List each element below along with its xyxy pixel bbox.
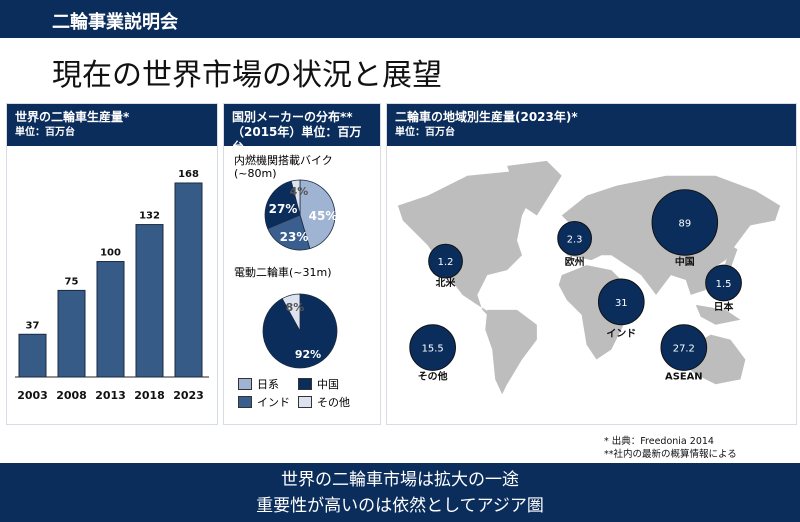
legend-item-中国: 中国 <box>298 376 339 392</box>
makers-panel: 国別メーカーの分布** （2015年）単位：百万台 内燃機関搭載バイク (~80m… <box>223 103 381 425</box>
pie-slice-日系 <box>299 179 336 250</box>
legend-swatch <box>238 396 252 408</box>
legend-swatch <box>238 378 252 390</box>
pie-value-label: 92% <box>295 348 321 361</box>
bar-value-label: 37 <box>26 320 40 331</box>
makers-subtitle: （2015年）単位：百万台 <box>232 125 362 154</box>
region-label: 欧州 <box>565 255 585 268</box>
region-title: 二輪車の地域別生産量(2023年)* <box>395 110 578 124</box>
bar-value-label: 100 <box>100 248 121 259</box>
conclusion-banner: 世界の二輪車市場は拡大の一途 重要性が高いのは依然としてアジア圏 <box>0 463 800 522</box>
bubble-value: 89 <box>679 218 692 229</box>
pie-slice-その他 <box>290 179 301 216</box>
legend-label: 日系 <box>257 378 279 391</box>
bubble-ASEAN <box>660 324 708 371</box>
bubble-日本 <box>705 264 742 302</box>
pie-value-label: 45% <box>309 209 338 223</box>
bar-2013 <box>96 261 125 378</box>
x-tick-label: 2008 <box>56 389 87 402</box>
pie-slice-インド <box>267 214 311 251</box>
production-unit: 単位：百万台 <box>15 127 75 138</box>
page-title: 現在の世界市場の状況と展望 <box>52 58 442 93</box>
legend-label: その他 <box>317 396 350 409</box>
ev-title: 電動二輪車(~31m) <box>234 266 332 279</box>
bar-2008 <box>57 289 86 378</box>
bubble-インド <box>597 278 645 326</box>
production-title: 世界の二輪車生産量* <box>15 110 130 124</box>
x-tick-label: 2023 <box>173 389 204 402</box>
production-panel: 世界の二輪車生産量* 単位：百万台 37 2003 75 2008 100 2013 132 2… <box>6 103 218 425</box>
bar-2023 <box>174 182 203 378</box>
bubble-value: 31 <box>615 298 628 309</box>
legend-swatch <box>298 396 312 408</box>
bubble-value: 15.5 <box>422 344 444 355</box>
pie-value-label: 8% <box>286 301 305 314</box>
legend-swatch <box>298 378 312 390</box>
bubble-value: 1.2 <box>438 257 454 268</box>
makers-title: 国別メーカーの分布** <box>232 110 353 124</box>
region-unit: 単位：百万台 <box>395 127 455 138</box>
pie-value-label: 4% <box>290 185 309 198</box>
region-panel: 二輪車の地域別生産量(2023年)* 単位：百万台 1.2 北米 2.3 欧州 89 中国 1… <box>386 103 797 425</box>
region-label: 日本 <box>714 300 734 313</box>
region-label: 中国 <box>675 255 695 268</box>
production-bar-chart: 37 2003 75 2008 100 2013 132 2018 168 2023 <box>15 169 209 402</box>
pie-value-label: 27% <box>269 202 298 216</box>
region-label: インド <box>606 328 636 340</box>
pie-value-label: 23% <box>280 230 309 244</box>
bar-value-label: 168 <box>178 169 199 180</box>
region-label: ASEAN <box>665 371 703 382</box>
x-tick-label: 2003 <box>17 389 48 402</box>
x-tick-label: 2013 <box>95 389 126 402</box>
bubble-value: 1.5 <box>716 279 732 290</box>
legend-item-日系: 日系 <box>238 376 279 392</box>
bubble-value: 2.3 <box>567 234 583 245</box>
header-bar: 二輪事業説明会 <box>0 0 800 38</box>
region-label: その他 <box>418 369 448 382</box>
legend-label: インド <box>257 396 290 409</box>
x-tick-label: 2018 <box>134 389 165 402</box>
bubble-北米 <box>428 243 463 279</box>
footnote-internal: **社内の最新の概算情報による <box>604 449 737 460</box>
conclusion-line-2: 重要性が高いのは依然としてアジア圏 <box>256 496 544 516</box>
world-map: 1.2 北米 2.3 欧州 89 中国 1.5 日本 31 インド 27.2 ASEAN 15.5 その他 <box>397 160 781 395</box>
legend-label: 中国 <box>317 378 339 391</box>
bubble-中国 <box>651 189 719 256</box>
region-label: 北米 <box>436 276 456 289</box>
bar-value-label: 75 <box>65 276 79 287</box>
footnote-source: * 出典：Freedonia 2014 <box>604 436 714 447</box>
bubble-その他 <box>409 324 456 371</box>
maker-pies: 45%23% 27% 4% 92% 8% <box>262 179 338 369</box>
legend-item-インド: インド <box>238 394 290 410</box>
ice-title: 内燃機関搭載バイク <box>234 154 333 167</box>
pie-slice-その他 <box>281 293 301 332</box>
legend-item-その他: その他 <box>298 394 350 410</box>
bar-2018 <box>135 224 164 378</box>
conclusion-line-1: 世界の二輪車市場は拡大の一途 <box>281 470 519 490</box>
ice-note: (~80m) <box>234 167 277 180</box>
bar-value-label: 132 <box>139 211 160 222</box>
pie-slice-中国 <box>264 180 301 230</box>
bar-2003 <box>18 333 47 378</box>
bubble-欧州 <box>557 220 592 256</box>
header-title: 二輪事業説明会 <box>52 12 178 33</box>
bubble-value: 27.2 <box>673 344 695 355</box>
